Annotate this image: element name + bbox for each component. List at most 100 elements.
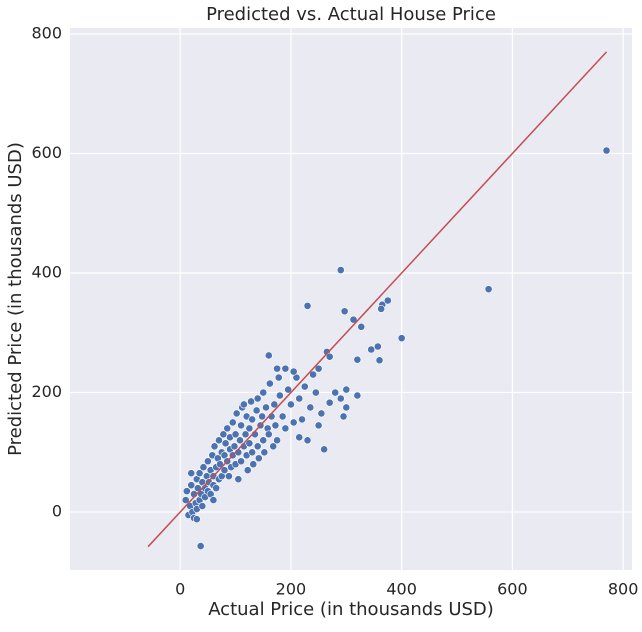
point [397, 334, 406, 343]
point [377, 304, 386, 313]
point [241, 430, 250, 439]
point [221, 439, 230, 448]
point [181, 496, 190, 504]
point [248, 448, 257, 457]
point [289, 418, 298, 427]
y-tick-label: 400 [31, 263, 62, 282]
point [325, 398, 334, 407]
point [225, 472, 233, 481]
point [182, 487, 191, 496]
point [245, 439, 254, 448]
point [230, 442, 239, 451]
point [375, 356, 384, 365]
point [187, 481, 196, 490]
point [195, 469, 204, 478]
x-axis-label: Actual Price (in thousands USD) [208, 599, 494, 620]
point [271, 421, 280, 430]
point [239, 400, 248, 409]
point [278, 412, 287, 421]
point [357, 322, 366, 331]
point [314, 364, 323, 373]
x-tick-label: 600 [497, 580, 528, 599]
point [253, 442, 262, 451]
point [237, 421, 245, 430]
point [383, 296, 392, 305]
x-tick-label: 800 [608, 580, 639, 599]
point [311, 388, 320, 397]
point [317, 409, 326, 418]
point [252, 406, 261, 415]
y-tick-label: 200 [31, 382, 62, 401]
point [265, 379, 274, 388]
point [259, 436, 268, 445]
point [270, 400, 279, 409]
plot-area [70, 28, 632, 570]
point [264, 430, 273, 439]
point [484, 285, 493, 294]
point [336, 266, 345, 274]
point [281, 364, 290, 373]
point [353, 355, 362, 364]
point [367, 345, 376, 354]
point [353, 391, 362, 400]
point [284, 385, 293, 394]
y-axis-label: Predicted Price (in thousands USD) [5, 142, 26, 456]
x-tick-label: 200 [276, 580, 307, 599]
point [210, 442, 219, 451]
point [325, 352, 334, 361]
point [295, 394, 304, 403]
point [232, 409, 241, 418]
point [273, 364, 281, 373]
y-tick-label: 800 [31, 23, 62, 42]
y-tick-label: 0 [52, 502, 62, 521]
point [187, 469, 196, 478]
point [243, 466, 252, 475]
point [303, 301, 312, 310]
point [306, 403, 315, 412]
point [223, 424, 232, 433]
point [253, 394, 262, 403]
point [274, 373, 283, 382]
point [336, 394, 345, 403]
point [237, 457, 245, 466]
point [203, 457, 212, 466]
point [212, 484, 221, 493]
point [209, 496, 218, 504]
point [602, 146, 611, 155]
point [198, 502, 207, 510]
point [342, 403, 351, 412]
point [248, 415, 257, 424]
point [281, 424, 290, 433]
point [245, 424, 254, 433]
point [273, 436, 281, 445]
point [331, 388, 340, 397]
point [314, 421, 323, 430]
point [289, 367, 298, 376]
point [287, 400, 295, 409]
x-tick-label: 0 [175, 580, 185, 599]
point [259, 388, 268, 397]
point [228, 418, 237, 427]
point [220, 466, 229, 475]
reference-line [147, 51, 608, 548]
point [247, 397, 255, 406]
point [219, 430, 228, 439]
point [303, 436, 312, 445]
point [262, 403, 270, 412]
point [275, 391, 284, 400]
point [236, 436, 244, 445]
point [349, 315, 358, 324]
point [249, 460, 258, 469]
point [260, 448, 269, 457]
point [258, 412, 267, 421]
y-tick-label: 600 [31, 143, 62, 162]
point [196, 542, 205, 550]
point [295, 433, 304, 442]
point [234, 475, 243, 484]
point [320, 445, 329, 454]
point [340, 307, 349, 316]
point [231, 430, 240, 439]
point [309, 370, 317, 379]
